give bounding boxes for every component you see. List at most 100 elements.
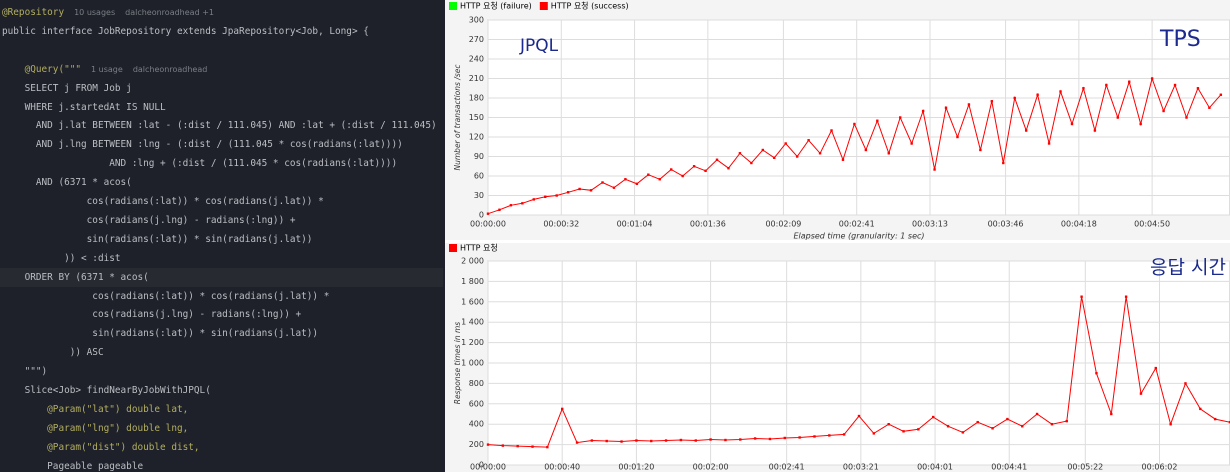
- data-point: [555, 194, 558, 197]
- code-line: AND j.lat BETWEEN :lat - (:dist / 111.04…: [2, 116, 443, 135]
- data-point: [944, 106, 948, 109]
- y-tick-label: 120: [469, 133, 484, 142]
- y-axis-label: Response times in ms: [453, 322, 462, 405]
- data-point: [590, 439, 594, 442]
- y-tick-label: 150: [469, 113, 484, 122]
- code-line: cos(radians(j.lng) - radians(:lng)) +: [2, 211, 443, 230]
- code-line: AND (6371 * acos(: [2, 173, 443, 192]
- data-point: [605, 439, 608, 443]
- data-point: [531, 445, 534, 448]
- code-text: @Param("dist") double dist,: [2, 441, 200, 453]
- y-tick-label: 1 000: [461, 359, 484, 368]
- data-point: [818, 152, 822, 155]
- inlay-hint: 10 usages: [74, 8, 116, 17]
- data-point: [842, 433, 846, 436]
- y-tick-label: 2 000: [461, 257, 484, 266]
- data-point: [753, 437, 757, 440]
- x-tick-label: 00:04:18: [1061, 220, 1097, 229]
- y-tick-label: 1 800: [461, 277, 484, 286]
- data-point: [509, 204, 513, 207]
- annotation: JPQL: [519, 36, 559, 56]
- code-line: @Param("lat") double lat,: [2, 400, 443, 419]
- y-axis-label: Number of transactions /sec: [453, 64, 462, 171]
- code-text: Pageable pageable: [2, 460, 144, 472]
- data-point: [546, 445, 549, 449]
- y-tick-label: 210: [469, 74, 484, 83]
- charts: 0 30 60 90 120 150 180 210 240 270 300 00:00:00 00:0…: [445, 0, 1230, 472]
- data-point: [1116, 116, 1119, 119]
- data-point: [1035, 412, 1039, 416]
- x-tick-label: 00:03:46: [988, 220, 1024, 229]
- code-line: Slice<Job> findNearByJobWithJPQL(: [2, 381, 443, 400]
- code-text: AND j.lng BETWEEN :lng - (:dist / (111.0…: [2, 139, 403, 151]
- y-tick-label: 200: [469, 440, 484, 449]
- data-point: [694, 439, 697, 442]
- code-line: public interface JobRepository extends J…: [2, 22, 443, 41]
- y-tick-label: 0: [479, 461, 484, 470]
- code-line: sin(radians(:lat)) * sin(radians(j.lat)): [2, 230, 443, 249]
- data-point: [589, 189, 593, 192]
- x-tick-label: 00:01:20: [618, 463, 654, 472]
- data-point: [1208, 106, 1211, 109]
- data-point: [521, 202, 524, 205]
- code-text: sin(radians(:lat)) * sin(radians(j.lat)): [2, 233, 313, 245]
- y-tick-label: 1 600: [461, 297, 484, 306]
- data-point: [650, 439, 653, 443]
- data-point: [1169, 423, 1172, 426]
- y-tick-label: 60: [474, 172, 484, 181]
- data-point: [658, 178, 661, 181]
- data-point: [1093, 129, 1097, 132]
- annotation: TPS: [1159, 27, 1201, 52]
- data-point: [1047, 142, 1051, 145]
- code-text: )) < :dist: [2, 252, 121, 264]
- x-tick-label: 00:00:40: [544, 463, 580, 472]
- code-editor: @Repository 10 usages dalcheonroadhead +1 p…: [0, 0, 445, 472]
- legend-label: HTTP 요청 (success): [551, 2, 629, 11]
- data-point: [1139, 122, 1142, 126]
- code-line: @Query(""" 1 usage dalcheonroadhead: [2, 60, 443, 79]
- data-point: [635, 182, 639, 185]
- data-point: [1024, 129, 1028, 132]
- x-tick-label: 00:03:21: [843, 463, 879, 472]
- x-tick-label: 00:01:36: [690, 220, 726, 229]
- x-tick-label: 00:04:50: [1134, 220, 1170, 229]
- data-point: [991, 427, 994, 430]
- y-tick-label: 800: [469, 379, 484, 388]
- data-point: [841, 158, 845, 161]
- data-point: [1219, 93, 1223, 96]
- data-point: [724, 438, 727, 442]
- data-point: [1050, 423, 1054, 426]
- inlay-hint: dalcheonroadhead: [132, 64, 208, 74]
- data-point: [876, 119, 879, 122]
- data-point: [612, 186, 616, 189]
- x-tick-label: 00:02:41: [769, 463, 805, 472]
- inlay-hint: dalcheonroadhead +1: [125, 8, 214, 17]
- code-text: cos(radians(j.lng) - radians(:lng)) +: [2, 309, 302, 321]
- y-tick-label: 0: [479, 211, 484, 220]
- y-tick-label: 400: [469, 420, 484, 429]
- code-text: cos(radians(:lat)) * cos(radians(j.lat))…: [2, 196, 324, 207]
- data-point: [946, 425, 950, 428]
- data-point: [1139, 392, 1143, 395]
- data-point: [532, 198, 536, 201]
- code-line: AND :lng + (:dist / (111.045 * cos(radia…: [2, 154, 443, 173]
- x-tick-label: 00:01:04: [617, 220, 653, 229]
- data-point: [1021, 425, 1024, 428]
- code-line: ORDER BY (6371 * acos(: [0, 267, 443, 287]
- data-point: [887, 423, 890, 426]
- data-point: [709, 438, 712, 441]
- data-point: [681, 174, 684, 178]
- data-point: [561, 407, 564, 411]
- data-point: [1162, 109, 1165, 113]
- data-point: [575, 441, 579, 444]
- code-line: [2, 41, 443, 60]
- code-text: @Query(""": [2, 63, 82, 75]
- code-text: @Repository: [2, 7, 65, 18]
- data-point: [486, 443, 490, 446]
- code-text: SELECT j FROM Job j: [2, 82, 132, 94]
- data-point: [1105, 83, 1108, 87]
- data-point: [933, 168, 936, 171]
- x-tick-label: 00:04:41: [991, 463, 1027, 472]
- data-point: [902, 430, 905, 433]
- data-point: [578, 187, 581, 191]
